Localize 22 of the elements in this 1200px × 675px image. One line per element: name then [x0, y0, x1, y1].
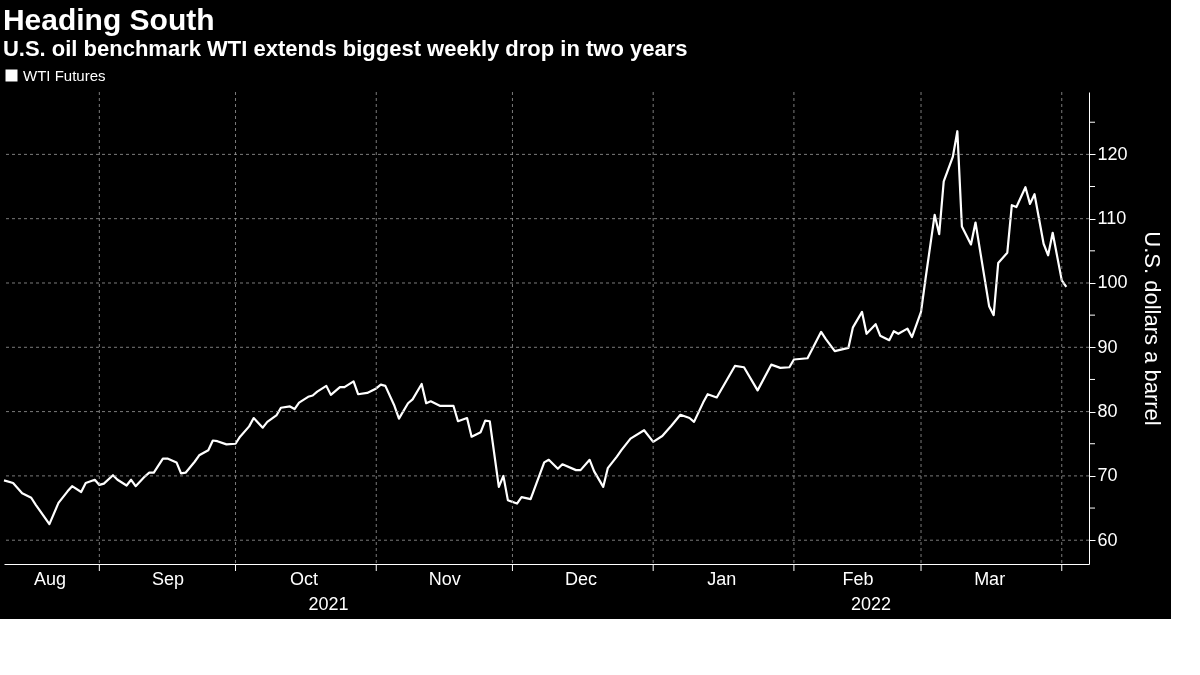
y-tick-label: 90	[1097, 336, 1118, 357]
x-tick-label: Feb	[842, 568, 874, 589]
y-tick-label: 70	[1097, 465, 1118, 486]
y-tick-label: 120	[1097, 143, 1128, 164]
text: 2021	[308, 594, 349, 614]
y-tick-label: 80	[1097, 401, 1118, 422]
x-tick-label: Sep	[151, 568, 184, 589]
chart-title: Heading South	[2, 3, 215, 36]
x-tick-label: Mar	[974, 568, 1006, 589]
x-tick-label: Dec	[565, 568, 598, 589]
x-tick-label: Aug	[33, 568, 66, 589]
y-axis-title: U.S. dollars a barrel	[1139, 231, 1165, 426]
text: 2022	[851, 594, 892, 614]
line-series	[2, 130, 1068, 526]
x-tick-label: Nov	[428, 568, 461, 589]
x-tick-label: Jan	[707, 568, 737, 589]
chart-subtitle: U.S. oil benchmark WTI extends biggest weekly drop in two years	[2, 36, 688, 61]
legend-label: WTI Futures	[23, 66, 106, 84]
x-tick-label: Oct	[290, 568, 319, 589]
y-tick-label: 100	[1097, 272, 1128, 293]
y-tick-label: 110	[1097, 208, 1127, 229]
y-tick-label: 60	[1097, 529, 1118, 550]
